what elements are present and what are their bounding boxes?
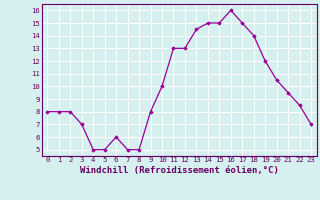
X-axis label: Windchill (Refroidissement éolien,°C): Windchill (Refroidissement éolien,°C) bbox=[80, 166, 279, 175]
